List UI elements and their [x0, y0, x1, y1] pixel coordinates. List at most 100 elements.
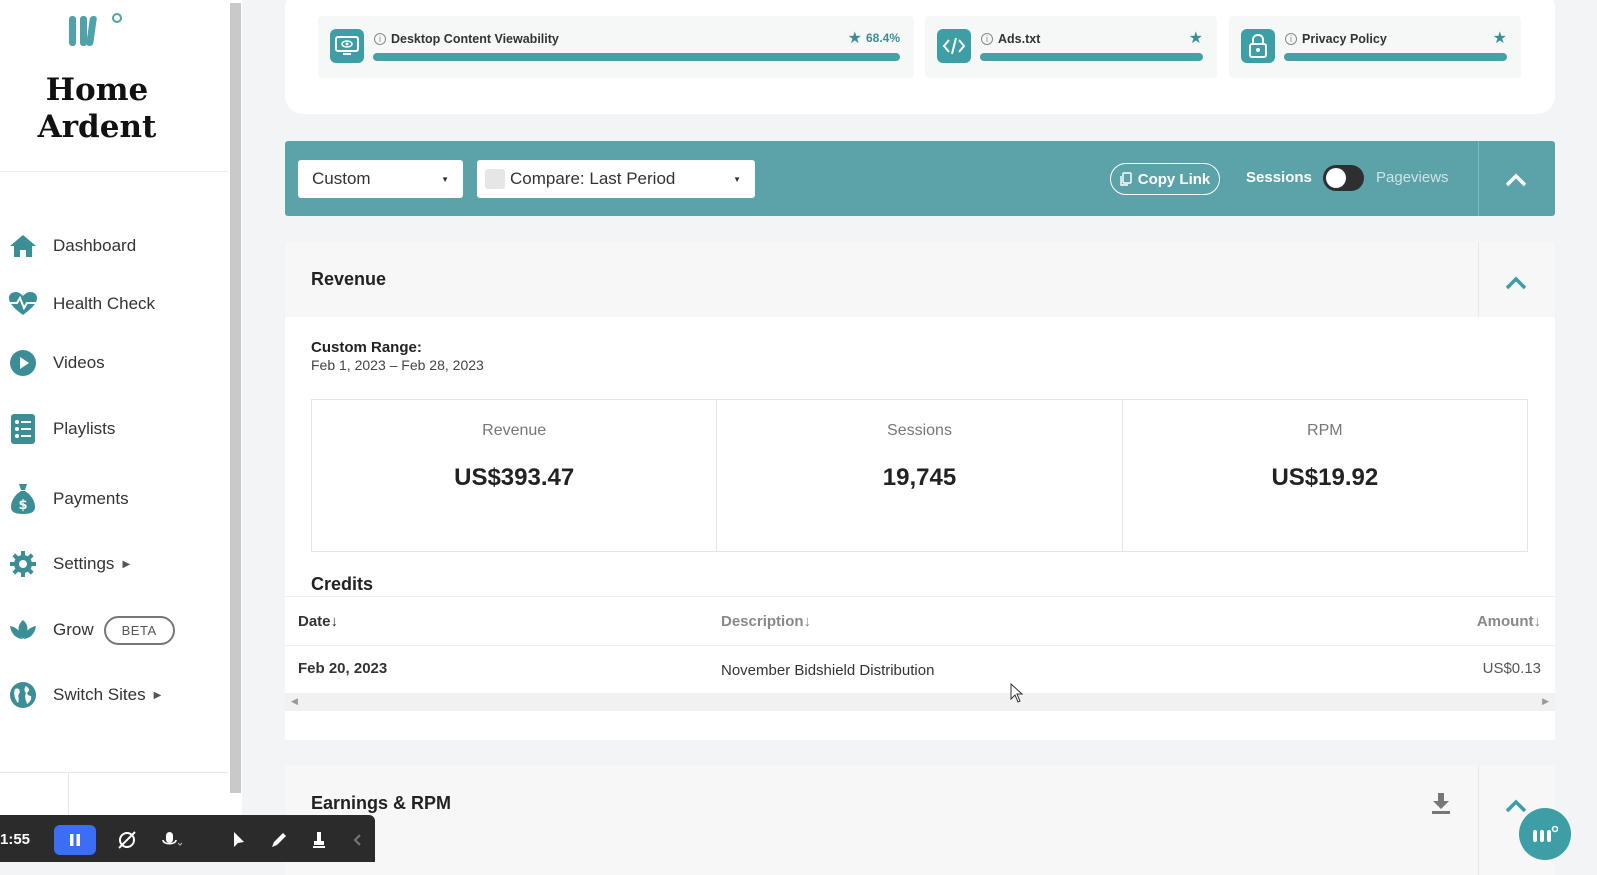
sidebar-item-playlists[interactable]: Playlists: [0, 409, 228, 449]
sessions-pageviews-toggle[interactable]: [1323, 165, 1364, 191]
recording-timer: 1:55: [0, 831, 31, 848]
home-icon: [8, 231, 38, 261]
date-range-select[interactable]: Custom ▼: [298, 160, 463, 198]
caret-down-icon: ▼: [441, 174, 449, 184]
table-row: Feb 20, 2023 November Bidshield Distribu…: [285, 646, 1555, 692]
toggle-label-pageviews: Pageviews: [1376, 169, 1449, 186]
info-icon[interactable]: i: [1285, 33, 1297, 45]
monitor-eye-icon: [330, 29, 364, 63]
filter-bar: Custom ▼ Compare: Last Period ▼ Copy Lin…: [285, 141, 1555, 216]
pointer-icon: [234, 832, 244, 847]
copy-link-button[interactable]: Copy Link: [1110, 163, 1220, 195]
range-label: Custom Range:: [311, 339, 422, 356]
credits-title: Credits: [311, 574, 374, 594]
camera-off-icon: [118, 831, 136, 849]
metric-label: RPM: [1307, 422, 1343, 439]
sidebar: Home Ardent Dashboard Health Check Video…: [0, 0, 228, 862]
scroll-left-icon[interactable]: ◀: [291, 696, 298, 706]
divider: [0, 772, 228, 773]
highlighter-icon: [313, 832, 325, 848]
sidebar-item-grow[interactable]: Grow BETA: [0, 610, 228, 650]
metric-label: Sessions: [887, 422, 952, 439]
chevron-up-icon[interactable]: [1501, 165, 1531, 195]
sidebar-item-label: Dashboard: [53, 236, 137, 255]
info-icon[interactable]: i: [981, 33, 993, 45]
pointer-tool-button[interactable]: [218, 825, 260, 855]
health-check-item-ads-txt[interactable]: i Ads.txt ★: [925, 16, 1217, 78]
revenue-header: Revenue: [285, 242, 1555, 317]
metric-sessions: Sessions 19,745: [717, 400, 1123, 551]
divider: [1478, 242, 1479, 317]
sidebar-item-payments[interactable]: $ Payments: [0, 479, 228, 519]
health-check-item-viewability[interactable]: i Desktop Content Viewability ★ 68.4%: [318, 16, 914, 78]
microphone-button[interactable]: [150, 825, 192, 855]
column-header-date[interactable]: Date↓: [298, 613, 339, 630]
pen-tool-button[interactable]: [258, 825, 300, 855]
table-horizontal-scrollbar[interactable]: ◀ ▶: [285, 693, 1555, 711]
list-icon: [8, 414, 38, 444]
divider: [1478, 141, 1479, 216]
range-value: Feb 1, 2023 – Feb 28, 2023: [311, 357, 484, 373]
earnings-card: Earnings & RPM: [285, 765, 1555, 875]
microphone-icon: [162, 832, 182, 846]
star-icon: ★: [1188, 30, 1203, 47]
column-header-amount[interactable]: Amount↓: [1476, 613, 1541, 630]
leaf-icon: [8, 615, 38, 645]
metric-revenue: Revenue US$393.47: [312, 400, 718, 551]
column-header-description[interactable]: Description↓: [721, 613, 812, 630]
sidebar-item-videos[interactable]: Videos: [0, 343, 228, 383]
heartbeat-icon: [8, 289, 38, 319]
sidebar-item-label: Payments: [53, 489, 129, 508]
chevron-up-icon[interactable]: [1501, 791, 1531, 821]
globe-icon: [8, 680, 38, 710]
compare-select[interactable]: Compare: Last Period ▼: [477, 160, 755, 198]
metric-label: Revenue: [482, 422, 547, 439]
health-check-title: Desktop Content Viewability: [391, 32, 559, 46]
copy-icon: [1120, 172, 1132, 186]
divider: [1478, 765, 1479, 875]
metric-value: 19,745: [882, 464, 957, 491]
health-check-item-privacy-policy[interactable]: i Privacy Policy ★: [1229, 16, 1521, 78]
health-check-card: i Desktop Content Viewability ★ 68.4% i …: [285, 0, 1555, 114]
cell-description: November Bidshield Distribution: [721, 662, 935, 679]
divider: [68, 772, 69, 822]
pause-button[interactable]: [54, 825, 96, 855]
progress-bar: [980, 53, 1203, 61]
info-icon[interactable]: i: [374, 33, 386, 45]
play-icon: [8, 348, 38, 378]
metrics-panel: Revenue US$393.47 Sessions 19,745 RPM US…: [311, 399, 1528, 552]
star-icon: ★: [1492, 30, 1507, 47]
pause-icon: [70, 834, 80, 846]
brand-name: Home Ardent: [37, 72, 157, 145]
compare-checkbox[interactable]: [485, 169, 505, 189]
money-bag-icon: $: [8, 484, 38, 514]
copy-link-label: Copy Link: [1137, 170, 1211, 188]
date-range-value: Custom: [312, 169, 371, 188]
screen-recorder-toolbar: 1:55: [0, 815, 375, 862]
collapse-toolbar-button[interactable]: [336, 825, 378, 855]
metric-rpm: RPM US$19.92: [1123, 400, 1527, 551]
toggle-label-sessions: Sessions: [1246, 169, 1312, 186]
sidebar-item-label: Videos: [53, 353, 105, 372]
code-icon: [937, 29, 971, 63]
cell-amount: US$0.13: [1482, 660, 1541, 677]
beta-badge: BETA: [103, 615, 175, 645]
caret-right-icon: ▶: [153, 689, 162, 701]
sidebar-item-dashboard[interactable]: Dashboard: [0, 226, 228, 266]
health-check-title: Privacy Policy: [1302, 32, 1387, 46]
highlighter-tool-button[interactable]: [298, 825, 340, 855]
sidebar-item-health-check[interactable]: Health Check: [0, 284, 228, 324]
scroll-right-icon[interactable]: ▶: [1542, 696, 1549, 706]
download-icon[interactable]: [1430, 791, 1452, 815]
pen-icon: [272, 833, 286, 847]
sidebar-item-settings[interactable]: Settings ▶: [0, 544, 228, 584]
caret-down-icon: ▼: [733, 174, 741, 184]
camera-off-button[interactable]: [106, 825, 148, 855]
chevron-up-icon[interactable]: [1501, 268, 1531, 298]
health-check-title: Ads.txt: [998, 32, 1041, 46]
caret-right-icon: ▶: [122, 558, 131, 570]
mouse-cursor-icon: [1010, 683, 1024, 703]
chat-support-icon[interactable]: [1519, 808, 1571, 860]
scrollbar-thumb[interactable]: [230, 3, 241, 793]
sidebar-item-switch-sites[interactable]: Switch Sites ▶: [0, 675, 228, 715]
